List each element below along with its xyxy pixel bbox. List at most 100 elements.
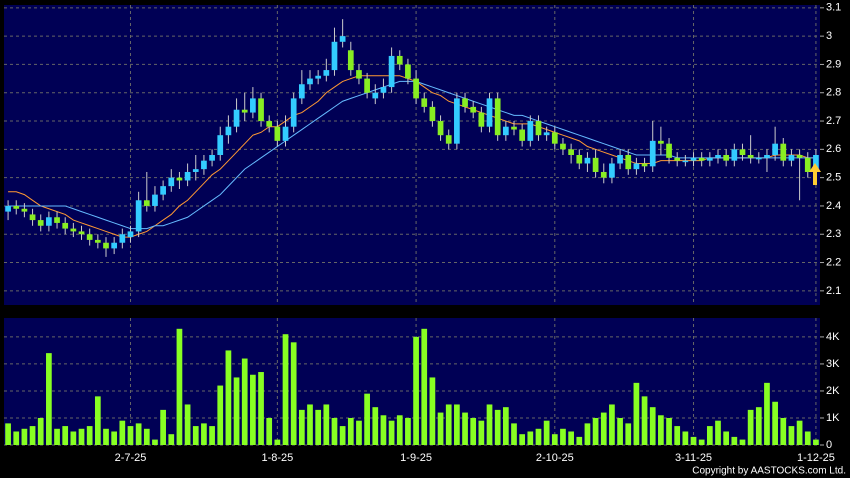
candle-body (755, 157, 762, 160)
volume-bar (78, 428, 85, 445)
candle-body (666, 143, 672, 158)
candle-body (576, 155, 583, 164)
candle-body (307, 78, 313, 85)
y-tick-label: 2.6 (826, 143, 841, 155)
candle-body (633, 163, 640, 170)
volume-bar (617, 417, 623, 445)
candle-body (364, 78, 370, 93)
volume-bar (201, 423, 207, 445)
volume-bar (715, 420, 721, 445)
volume-bar (233, 377, 240, 445)
candle-body (454, 98, 460, 144)
volume-bar (494, 409, 501, 445)
candle-body (600, 171, 607, 178)
candle-body (282, 126, 289, 141)
candle-body (682, 160, 689, 163)
candle-body (747, 155, 754, 158)
x-tick-label: 1-9-25 (400, 452, 432, 464)
candle-body (201, 160, 207, 170)
y-tick-label: 2.1 (826, 285, 841, 297)
volume-bar (682, 431, 689, 445)
candle-body (568, 149, 574, 155)
candle-body (184, 171, 191, 181)
volume-bar (698, 439, 705, 445)
y-tick-label: 2.8 (826, 87, 841, 99)
candle-body (486, 98, 493, 127)
candle-body (772, 143, 778, 155)
candle-body (641, 163, 648, 167)
candle-body (788, 155, 795, 161)
candle-body (658, 140, 664, 144)
y-tick-label: 2K (826, 385, 840, 397)
y-tick-label: 2.2 (826, 256, 841, 268)
volume-bar (217, 385, 224, 445)
candle-body (519, 129, 526, 141)
volume-bar (258, 372, 264, 445)
candle-body (764, 155, 770, 158)
candle-body (617, 155, 623, 164)
volume-bar (780, 417, 787, 445)
volume-bar (470, 417, 477, 445)
volume-bar (315, 409, 322, 445)
candle-body (37, 220, 44, 226)
volume-bar (111, 431, 118, 445)
candle-body (78, 231, 85, 235)
volume-bar (62, 426, 69, 445)
y-tick-label: 2.3 (826, 228, 841, 240)
volume-bar (298, 409, 305, 445)
candle-body (649, 140, 656, 167)
volume-bar (152, 439, 158, 445)
volume-bar (454, 404, 460, 445)
y-tick-label: 2.5 (826, 172, 841, 184)
volume-bar (372, 407, 379, 445)
candle-body (478, 112, 485, 127)
volume-bar (29, 426, 36, 445)
y-tick-label: 0 (826, 439, 832, 451)
volume-bar (364, 393, 370, 445)
volume-bar (429, 377, 436, 445)
y-tick-label: 3.1 (826, 2, 841, 14)
volume-bar (323, 404, 330, 445)
x-tick-label: 2-10-25 (536, 452, 574, 464)
candle-body (315, 75, 322, 79)
volume-bar (723, 431, 730, 445)
volume-bar (813, 439, 819, 445)
volume-bar (135, 423, 142, 445)
volume-bar (86, 426, 93, 445)
volume-bar (168, 434, 175, 445)
candle-body (225, 126, 232, 136)
volume-bar (649, 407, 656, 445)
volume-bar (119, 420, 126, 445)
y-tick-label: 2.9 (826, 58, 841, 70)
candle-body (86, 234, 93, 240)
candle-body (396, 55, 403, 65)
candle-body (813, 155, 819, 172)
candle-body (168, 177, 175, 187)
candle-body (674, 157, 681, 161)
candle-body (29, 214, 36, 221)
volume-bar (405, 417, 411, 445)
candle-body (54, 217, 60, 223)
volume-bar (584, 423, 591, 445)
candle-body (94, 239, 101, 243)
candle-body (152, 194, 158, 206)
volume-bar (413, 336, 419, 445)
moving-average (8, 80, 816, 230)
volume-bar (127, 426, 134, 445)
volume-bar (576, 436, 583, 445)
volume-bar (772, 401, 778, 445)
candle-body (176, 177, 183, 181)
candle-body (217, 135, 224, 155)
candle-body (233, 109, 240, 127)
candle-body (21, 208, 28, 212)
volume-bar (674, 426, 681, 445)
moving-average (8, 75, 816, 238)
volume-bar (160, 409, 166, 445)
volume-bar (37, 417, 44, 445)
volume-bar (739, 439, 746, 445)
candle-body (511, 126, 517, 130)
price-panel (4, 5, 820, 305)
volume-bar (502, 407, 509, 445)
candle-body (160, 186, 166, 195)
copyright: Copyright by AASTOCKS.com Ltd. (692, 466, 846, 477)
